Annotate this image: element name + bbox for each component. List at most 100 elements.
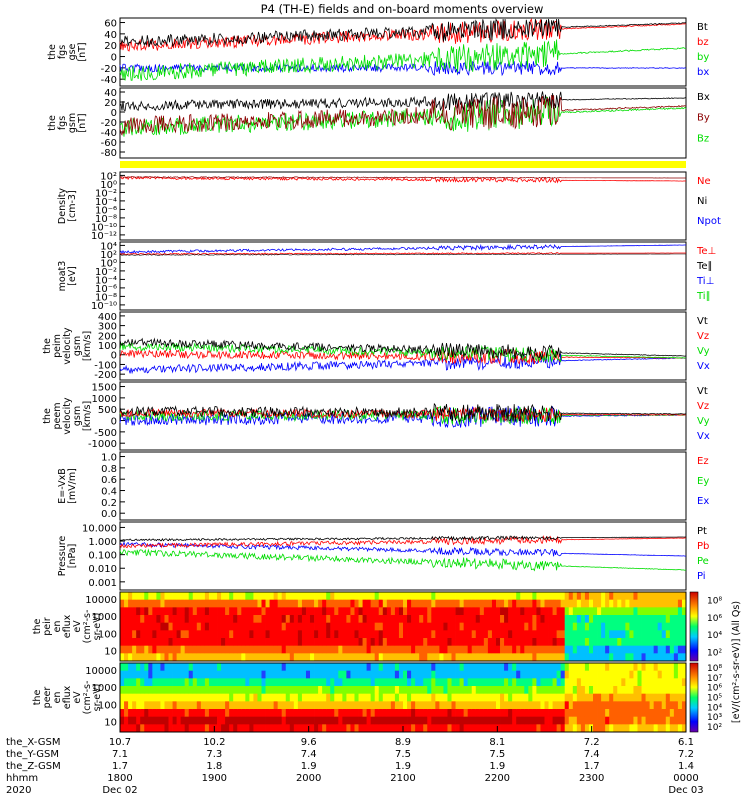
spectrogram-cell [403,653,408,662]
spectrogram-cell [374,592,380,601]
spectrogram-cell [136,622,141,631]
spectrogram-cell [297,622,303,631]
spectrogram-cell [471,615,477,624]
spectrogram-cell [160,653,165,662]
spectrogram-cell [176,638,182,647]
spectrogram-cell [536,693,541,702]
series-trace [120,176,686,184]
spectrogram-cell [475,630,481,639]
spectrogram-cell [346,663,351,672]
spectrogram-cell [249,709,254,718]
spectrogram-cell [556,599,562,608]
spectrogram-cell [257,599,262,608]
spectrogram-cell [407,724,412,733]
spectrogram-cell [593,686,598,695]
spectrogram-cell [423,599,428,608]
x-tick-label: 2300 [579,773,604,784]
spectrogram-cell [669,716,675,725]
spectrogram-cell [322,678,327,687]
spectrogram-cell [200,592,206,601]
spectrogram-cell [403,693,408,702]
spectrogram-cell [423,701,428,710]
spectrogram-cell [544,653,549,662]
spectrogram-cell [281,686,287,695]
spectrogram-cell [609,622,614,631]
spectrogram-cell [156,716,161,725]
spectrogram-cell [382,653,388,662]
spectrogram-cell [621,716,626,725]
spectrogram-cell [358,716,363,725]
spectrogram-cell [536,686,541,695]
spectrogram-cell [475,615,481,624]
spectrogram-cell [500,716,505,725]
spectrogram-cell [289,607,295,616]
spectrogram-cell [431,599,436,608]
spectrogram-cell [273,701,279,710]
spectrogram-cell [326,599,331,608]
spectrogram-cell [120,663,125,672]
spectrogram-cell [487,653,493,662]
spectrogram-cell [293,701,299,710]
spectrogram-cell [253,638,258,647]
spectrogram-cell [407,607,412,616]
series-trace [119,18,687,48]
spectrogram-cell [140,663,145,672]
spectrogram-cell [297,630,303,639]
spectrogram-cell [184,615,190,624]
spectrogram-cell [229,645,234,654]
spectrogram-cell [673,678,679,687]
spectrogram-cell [504,724,509,733]
spectrogram-cell [233,653,238,662]
spectrogram-cell [310,716,315,725]
spectrogram-cell [346,630,351,639]
spectrogram-cell [208,645,214,654]
spectrogram-cell [172,678,177,687]
spectrogram-cell [265,693,270,702]
spectrogram-cell [411,686,416,695]
y-axis-label: eflux [62,614,73,638]
colorbar-tick: 10⁶ [707,614,722,624]
spectrogram-cell [597,630,602,639]
spectrogram-cell [669,653,675,662]
spectrogram-cell [568,622,574,631]
y-tick-label: 10 [104,718,117,729]
spectrogram-cell [229,701,234,710]
spectrogram-cell [665,663,671,672]
spectrogram-cell [411,701,416,710]
spectrogram-cell [164,709,169,718]
spectrogram-cell [548,622,553,631]
spectrogram-cell [277,615,283,624]
spectrogram-cell [334,630,339,639]
spectrogram-cell [310,701,315,710]
spectrogram-cell [487,678,493,687]
spectrogram-cell [495,653,501,662]
spectrogram-cell [423,693,428,702]
spectrogram-cell [560,724,566,733]
spectrogram-cell [451,638,456,647]
spectrogram-cell [451,716,456,725]
spectrogram-cell [427,701,432,710]
spectrogram-cell [459,645,465,654]
spectrogram-cell [584,693,590,702]
spectrogram-cell [556,663,562,672]
spectrogram-cell [346,716,351,725]
spectrogram-cell [483,622,489,631]
spectrogram-cell [601,701,606,710]
spectrogram-cell [148,638,153,647]
spectrogram-cell [451,701,456,710]
spectrogram-cell [208,592,214,601]
spectrogram-cell [491,724,497,733]
spectrogram-cell [265,592,270,601]
spectrogram-cell [609,645,614,654]
spectrogram-cell [572,686,578,695]
spectrogram-cell [164,607,169,616]
spectrogram-cell [281,724,287,733]
spectrogram-cell [415,724,420,733]
spectrogram-cell [407,638,412,647]
spectrogram-cell [552,622,558,631]
spectrogram-cell [443,678,448,687]
spectrogram-cell [172,724,177,733]
spectrogram-cell [301,622,307,631]
spectrogram-cell [536,653,541,662]
